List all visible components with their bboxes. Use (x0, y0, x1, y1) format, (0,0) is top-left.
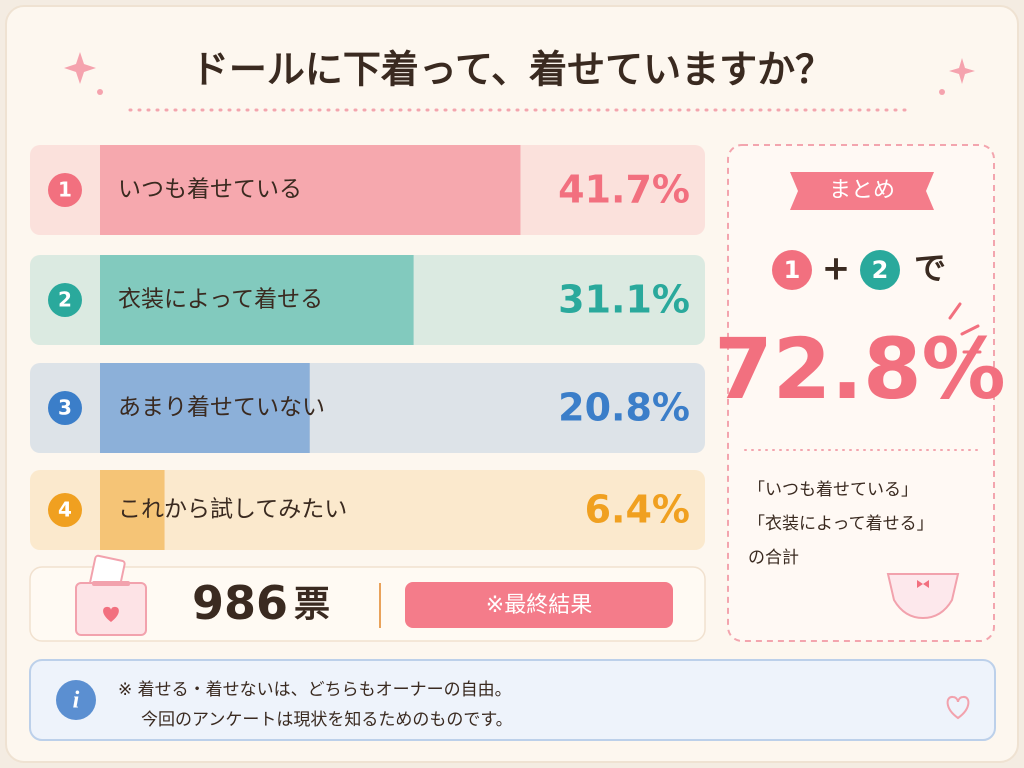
summary-lines: 「いつも着せている」「衣装によって着せる」の合計 (748, 480, 934, 568)
summary-total: 72.8% (714, 320, 1005, 418)
ballot-box-icon (75, 554, 147, 636)
bar (100, 255, 414, 345)
rank-badge (48, 391, 82, 425)
category-label: いつも着せている (118, 177, 302, 203)
note-line: 今回のアンケートは現状を知るためのものです。 (141, 710, 513, 730)
info-icon (56, 680, 96, 720)
summary-rank-2 (860, 250, 900, 290)
votes: 986 票 (192, 576, 330, 630)
votes-unit: 票 (294, 584, 330, 625)
category-label: これから試してみたい (118, 497, 347, 523)
status-badge (405, 582, 673, 628)
summary-ribbon (790, 172, 934, 210)
chart-title: ドールに下着って、着せていますか？ (191, 48, 833, 92)
category-label: あまり着せていない (118, 395, 325, 421)
category-label: 衣装によって着せる (118, 287, 323, 313)
bar (100, 470, 165, 550)
summary-second: 2 (872, 256, 889, 284)
rank-badge (48, 173, 82, 207)
summary-line: 「いつも着せている」 (748, 480, 918, 500)
votes-count: 986 (192, 576, 288, 630)
rank-badge (48, 283, 82, 317)
status-text: ※最終結果 (486, 593, 592, 618)
summary-rank-1 (772, 250, 812, 290)
rank-number: 4 (58, 498, 72, 522)
value-label: 41.7% (558, 168, 690, 212)
summary-first: 1 (784, 256, 801, 284)
emphasis-lines (948, 302, 982, 354)
info-glyph: i (73, 688, 80, 714)
note-line: ※ 着せる・着せないは、どちらもオーナーの自由。 (118, 680, 512, 700)
row-background (30, 470, 705, 550)
summary-line: の合計 (748, 548, 799, 568)
note-box (29, 659, 996, 741)
value-label: 31.1% (558, 278, 690, 322)
bar-rows: 1 いつも着せている 41.7% 2 衣装によって着せる 31.1% 3 あまり着せていない 2… (30, 145, 705, 550)
rank-number: 2 (58, 288, 72, 312)
heart-icon (946, 696, 970, 720)
value-label: 6.4% (585, 488, 690, 532)
rank-number: 1 (58, 178, 72, 202)
bar (100, 145, 521, 235)
rank-number: 3 (58, 396, 72, 420)
value-label: 20.8% (558, 386, 690, 430)
rank-badge (48, 493, 82, 527)
summary-badge: まとめ (829, 178, 895, 203)
summary-particle: で (914, 249, 946, 287)
underwear-icon (886, 573, 960, 620)
bar (100, 363, 310, 453)
summary-plus: + (822, 249, 851, 289)
summary-line: 「衣装によって着せる」 (748, 514, 934, 534)
